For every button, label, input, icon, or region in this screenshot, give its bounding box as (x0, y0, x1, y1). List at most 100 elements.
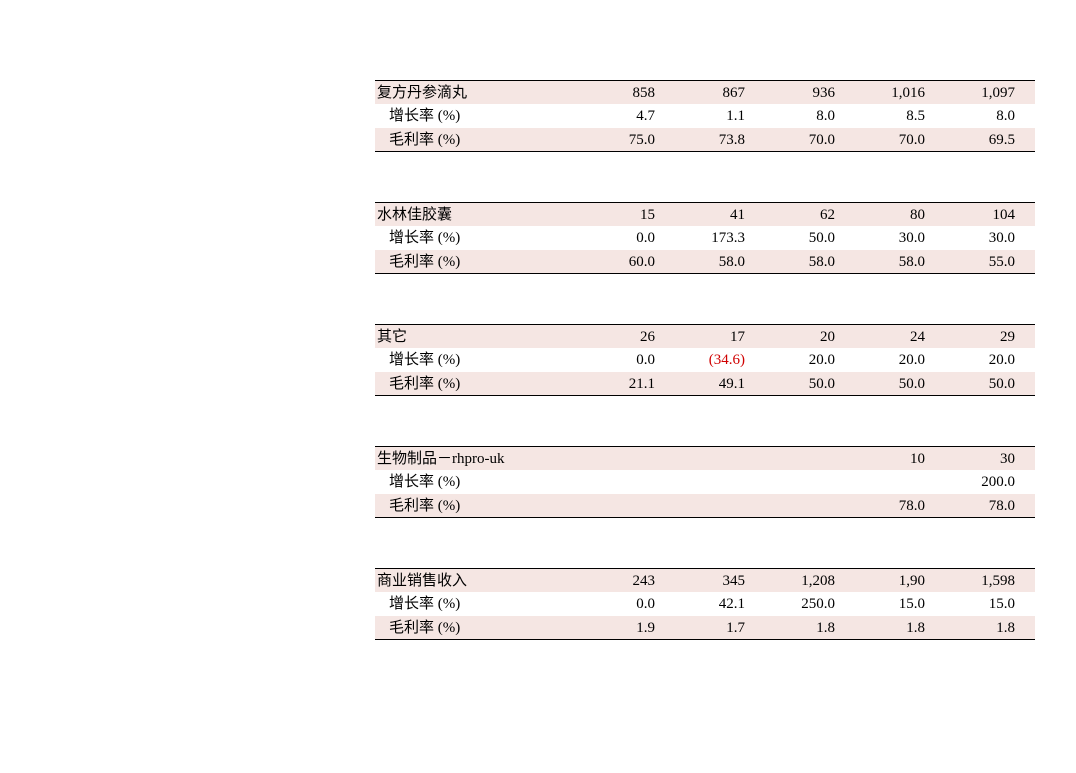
data-cell: 1.8 (935, 616, 1025, 640)
row-label: 毛利率 (%) (375, 372, 575, 396)
data-cell: 0.0 (575, 592, 665, 616)
table-row: 毛利率 (%)1.91.71.81.81.8 (375, 616, 1035, 640)
row-label: 毛利率 (%) (375, 128, 575, 152)
data-cell: 1,90 (845, 569, 935, 593)
table-row: 其它2617202429 (375, 324, 1035, 348)
data-cell: 10 (845, 447, 935, 471)
table-row: 毛利率 (%) 78.078.0 (375, 494, 1035, 518)
table-row: 增长率 (%)0.0173.350.030.030.0 (375, 226, 1035, 250)
data-cell: 29 (935, 325, 1025, 349)
data-cell: 173.3 (665, 226, 755, 250)
data-cell: 55.0 (935, 250, 1025, 274)
data-cell: 15.0 (935, 592, 1025, 616)
table-section: 复方丹参滴丸8588679361,0161,097增长率 (%)4.71.18.… (375, 80, 1035, 152)
data-cell: 69.5 (935, 128, 1025, 152)
data-cell: 78.0 (935, 494, 1025, 518)
data-cell: 42.1 (665, 592, 755, 616)
table-row: 增长率 (%)4.71.18.08.58.0 (375, 104, 1035, 128)
table-section: 水林佳胶囊15416280104增长率 (%)0.0173.350.030.03… (375, 202, 1035, 274)
data-cell: 50.0 (755, 372, 845, 396)
row-label: 增长率 (%) (375, 104, 575, 128)
table-section: 商业销售收入2433451,2081,901,598增长率 (%)0.042.1… (375, 568, 1035, 640)
data-cell: 8.0 (935, 104, 1025, 128)
data-cell: 17 (665, 325, 755, 349)
data-cell: 1.9 (575, 616, 665, 640)
data-cell: 1,208 (755, 569, 845, 593)
table-row: 毛利率 (%)21.149.150.050.050.0 (375, 372, 1035, 396)
data-cell: 8.0 (755, 104, 845, 128)
row-label: 生物制品－rhpro-uk (375, 447, 575, 471)
data-cell: 200.0 (935, 470, 1025, 494)
data-cell: 104 (935, 203, 1025, 227)
data-cell: 858 (575, 81, 665, 105)
data-cell: 80 (845, 203, 935, 227)
row-label: 增长率 (%) (375, 226, 575, 250)
data-cell: 1.1 (665, 104, 755, 128)
data-cell: 24 (845, 325, 935, 349)
row-label: 毛利率 (%) (375, 494, 575, 518)
data-cell: 20.0 (755, 348, 845, 372)
data-cell: 1.8 (755, 616, 845, 640)
data-cell: 50.0 (845, 372, 935, 396)
table-row: 复方丹参滴丸8588679361,0161,097 (375, 80, 1035, 104)
row-label: 其它 (375, 325, 575, 349)
table-section: 生物制品－rhpro-uk 1030 增长率 (%) 200.0 毛利率 (%) 78.0… (375, 446, 1035, 518)
data-cell: 50.0 (935, 372, 1025, 396)
data-cell: 250.0 (755, 592, 845, 616)
row-label: 商业销售收入 (375, 569, 575, 593)
data-cell: 867 (665, 81, 755, 105)
data-cell: 1,016 (845, 81, 935, 105)
data-cell: 0.0 (575, 226, 665, 250)
table-row: 生物制品－rhpro-uk 1030 (375, 446, 1035, 470)
row-label: 毛利率 (%) (375, 616, 575, 640)
data-cell: 70.0 (755, 128, 845, 152)
data-cell: 75.0 (575, 128, 665, 152)
table-row: 毛利率 (%)60.058.058.058.055.0 (375, 250, 1035, 274)
data-cell: 1,598 (935, 569, 1025, 593)
data-cell: 73.8 (665, 128, 755, 152)
data-cell: 50.0 (755, 226, 845, 250)
row-label: 增长率 (%) (375, 470, 575, 494)
data-cell: 936 (755, 81, 845, 105)
data-cell: 58.0 (755, 250, 845, 274)
data-cell: 20.0 (935, 348, 1025, 372)
data-cell: 8.5 (845, 104, 935, 128)
row-label: 复方丹参滴丸 (375, 81, 575, 105)
data-cell: 4.7 (575, 104, 665, 128)
table-row: 增长率 (%)0.0(34.6)20.020.020.0 (375, 348, 1035, 372)
row-label: 增长率 (%) (375, 592, 575, 616)
data-cell: 30 (935, 447, 1025, 471)
data-cell: (34.6) (665, 348, 755, 372)
row-label: 毛利率 (%) (375, 250, 575, 274)
data-cell: 62 (755, 203, 845, 227)
data-cell: 58.0 (665, 250, 755, 274)
data-cell: 78.0 (845, 494, 935, 518)
data-cell: 30.0 (845, 226, 935, 250)
table-row: 增长率 (%) 200.0 (375, 470, 1035, 494)
table-row: 水林佳胶囊15416280104 (375, 202, 1035, 226)
data-cell: 0.0 (575, 348, 665, 372)
table-section: 其它2617202429增长率 (%)0.0(34.6)20.020.020.0… (375, 324, 1035, 396)
data-cell: 41 (665, 203, 755, 227)
data-cell: 1.7 (665, 616, 755, 640)
data-cell: 30.0 (935, 226, 1025, 250)
data-cell: 20.0 (845, 348, 935, 372)
data-cell: 49.1 (665, 372, 755, 396)
data-cell: 243 (575, 569, 665, 593)
data-cell: 15.0 (845, 592, 935, 616)
table-row: 毛利率 (%)75.073.870.070.069.5 (375, 128, 1035, 152)
data-cell: 60.0 (575, 250, 665, 274)
data-cell: 345 (665, 569, 755, 593)
row-label: 水林佳胶囊 (375, 203, 575, 227)
row-label: 增长率 (%) (375, 348, 575, 372)
data-table: 复方丹参滴丸8588679361,0161,097增长率 (%)4.71.18.… (375, 80, 1035, 640)
data-cell: 26 (575, 325, 665, 349)
data-cell: 21.1 (575, 372, 665, 396)
data-cell: 70.0 (845, 128, 935, 152)
table-row: 商业销售收入2433451,2081,901,598 (375, 568, 1035, 592)
data-cell: 1,097 (935, 81, 1025, 105)
data-cell: 1.8 (845, 616, 935, 640)
data-cell: 58.0 (845, 250, 935, 274)
data-cell: 15 (575, 203, 665, 227)
table-row: 增长率 (%)0.042.1250.015.015.0 (375, 592, 1035, 616)
